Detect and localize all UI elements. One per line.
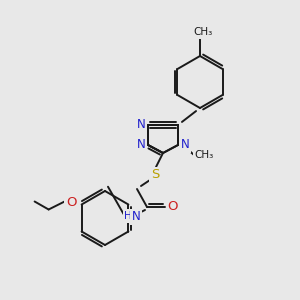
Text: H: H [124,211,132,221]
Text: S: S [151,169,159,182]
Text: CH₃: CH₃ [194,150,214,160]
Text: O: O [66,196,77,209]
Text: N: N [136,118,146,131]
Text: N: N [136,139,146,152]
Text: N: N [181,139,189,152]
Text: CH₃: CH₃ [194,27,213,37]
Text: O: O [168,200,178,214]
Text: N: N [132,211,140,224]
